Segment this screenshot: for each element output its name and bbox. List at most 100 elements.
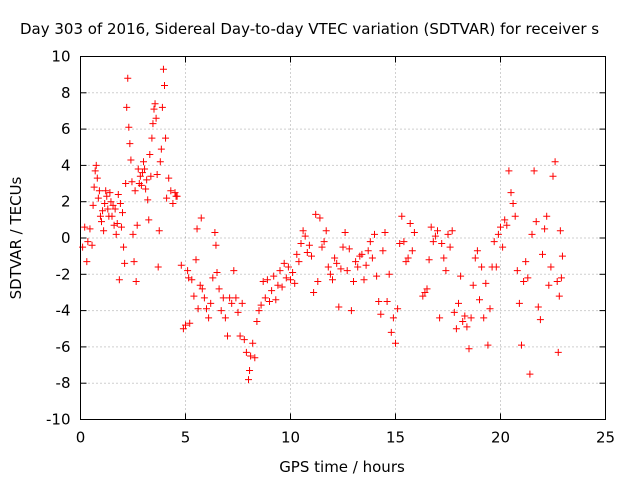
data-point <box>513 267 521 275</box>
data-point <box>86 225 94 233</box>
grid <box>80 56 606 420</box>
data-point <box>151 100 159 108</box>
data-point <box>404 254 412 262</box>
data-point <box>182 321 189 329</box>
data-point <box>305 241 313 249</box>
data-point <box>142 185 150 193</box>
data-point <box>131 187 139 195</box>
data-point <box>147 172 155 180</box>
data-point <box>194 305 202 313</box>
data-point <box>102 187 110 195</box>
data-point <box>406 219 414 227</box>
data-point <box>534 303 542 311</box>
data-point <box>558 252 566 260</box>
data-point <box>547 263 555 271</box>
data-point <box>133 221 141 229</box>
data-point <box>141 165 149 173</box>
data-point <box>234 308 242 316</box>
data-point <box>90 183 98 191</box>
data-point <box>499 243 507 251</box>
data-point <box>410 229 418 237</box>
x-tick-label: 20 <box>491 429 510 447</box>
data-point <box>247 352 255 360</box>
data-point <box>289 268 297 276</box>
data-point <box>511 212 519 220</box>
y-tick-label: 4 <box>61 156 71 174</box>
y-tick-label: -4 <box>56 302 71 320</box>
data-point <box>185 274 193 282</box>
y-tick-label: 6 <box>61 120 71 138</box>
data-point <box>541 225 549 233</box>
data-point <box>316 214 324 222</box>
data-point <box>280 259 288 267</box>
data-point <box>259 278 267 286</box>
data-point <box>343 267 351 275</box>
data-point <box>465 345 473 353</box>
y-tick-label: -10 <box>46 411 71 429</box>
data-point <box>89 201 97 209</box>
data-point <box>169 200 177 208</box>
data-point <box>482 279 490 287</box>
data-point <box>165 174 173 182</box>
y-axis-label: SDTVAR / TECUs <box>7 176 25 299</box>
data-point <box>501 216 509 224</box>
data-point <box>371 230 378 238</box>
data-point <box>144 196 152 204</box>
data-point <box>326 270 334 278</box>
data-point <box>103 192 111 200</box>
data-point <box>81 223 89 231</box>
data-point <box>425 256 433 264</box>
data-point <box>322 227 330 235</box>
data-point <box>543 212 551 220</box>
data-point <box>188 276 196 284</box>
data-point <box>337 265 345 273</box>
data-point <box>497 223 504 231</box>
data-point <box>555 292 563 300</box>
data-point <box>251 354 259 362</box>
data-point <box>473 247 481 255</box>
data-point <box>301 232 309 240</box>
data-point <box>310 288 318 296</box>
data-point <box>152 114 160 122</box>
data-point <box>92 161 100 169</box>
data-point <box>339 243 347 251</box>
data-point <box>276 267 284 275</box>
data-point <box>120 243 128 251</box>
data-point <box>150 105 158 113</box>
data-point <box>444 230 452 238</box>
data-point <box>366 238 374 246</box>
data-point <box>299 227 307 235</box>
data-point <box>347 307 355 315</box>
data-point <box>476 296 483 304</box>
data-point <box>215 285 223 293</box>
data-point <box>400 238 408 246</box>
data-point <box>532 218 540 226</box>
data-point <box>274 281 282 289</box>
data-point <box>526 370 534 378</box>
data-point <box>95 187 103 195</box>
data-point <box>137 181 145 189</box>
data-point <box>421 288 429 296</box>
data-point <box>205 314 213 322</box>
data-point <box>108 212 116 220</box>
y-tick-label: -2 <box>56 265 71 283</box>
data-point <box>427 223 435 231</box>
data-point <box>217 307 225 315</box>
data-point <box>111 205 119 213</box>
data-point <box>335 303 343 311</box>
data-point <box>126 140 134 148</box>
data-point <box>423 285 431 293</box>
data-point <box>200 294 208 302</box>
data-point <box>314 278 322 286</box>
x-tick-label: 15 <box>386 429 405 447</box>
data-point <box>228 299 236 307</box>
data-point <box>253 317 261 325</box>
data-point <box>455 299 462 307</box>
data-point <box>96 212 104 220</box>
data-point <box>109 201 117 209</box>
data-point <box>291 279 299 287</box>
data-point <box>94 194 102 202</box>
data-point <box>368 254 376 262</box>
data-point <box>132 278 140 286</box>
data-point <box>556 227 564 235</box>
